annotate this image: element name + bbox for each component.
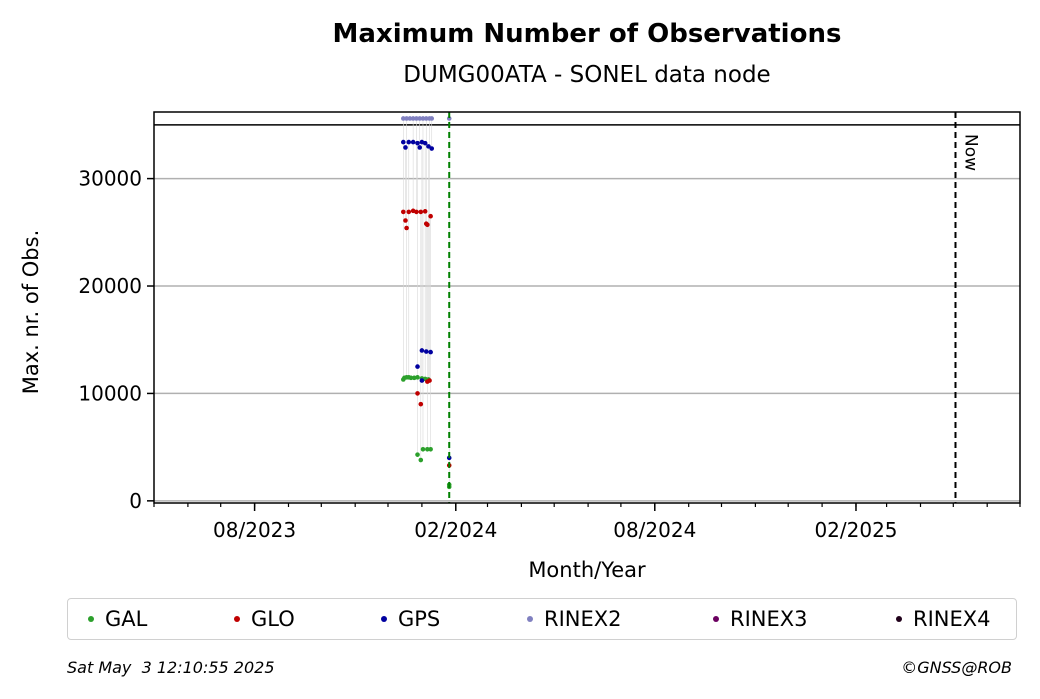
- legend-marker: [896, 616, 902, 622]
- x-tick-label: 02/2025: [814, 518, 897, 542]
- y-tick-label: 20000: [78, 274, 142, 298]
- point-rinex2: [417, 116, 423, 121]
- chart-title: Maximum Number of Observations: [333, 19, 842, 49]
- x-tick-label: 08/2023: [213, 518, 296, 542]
- point-glo: [406, 209, 412, 215]
- footer-timestamp: Sat May 3 12:10:55 2025: [67, 658, 275, 677]
- point-gps: [403, 145, 408, 150]
- point-glo: [418, 401, 424, 407]
- point-gps: [429, 146, 435, 151]
- legend-item-gps: GPS: [381, 599, 440, 639]
- point-glo: [404, 225, 409, 231]
- point-rinex2: [404, 116, 409, 121]
- connector-lines: [403, 118, 450, 487]
- point-gps: [419, 378, 425, 383]
- legend-marker: [527, 616, 533, 622]
- legend-item-rinex4: RINEX4: [896, 599, 991, 639]
- point-gal: [428, 446, 433, 452]
- x-tick-label: 02/2024: [414, 518, 497, 542]
- point-glo: [401, 209, 406, 215]
- point-rinex2: [407, 116, 413, 121]
- point-glo: [422, 209, 428, 214]
- legend-label: RINEX3: [730, 607, 808, 631]
- date-markers: Now: [448, 112, 980, 503]
- point-gps: [419, 348, 425, 353]
- footer-credit: ©GNSS@ROB: [901, 658, 1012, 677]
- point-rinex2: [414, 116, 419, 121]
- point-gal: [415, 452, 420, 457]
- point-gps: [406, 139, 412, 145]
- x-axis-ticks: 08/2023 02/2024 08/2024 02/2025: [153, 503, 1021, 542]
- point-gps: [415, 140, 420, 146]
- point-gps: [426, 144, 431, 149]
- point-gal: [408, 375, 414, 381]
- plot-frame: [153, 111, 1021, 504]
- legend-label: GLO: [251, 607, 295, 631]
- point-gal: [418, 457, 424, 463]
- legend-item-rinex2: RINEX2: [527, 599, 622, 639]
- y-axis-ticks: 0 10000 20000 30000: [78, 167, 154, 513]
- point-rinex2: [401, 116, 406, 121]
- point-glo: [418, 209, 424, 215]
- point-gps: [428, 349, 433, 355]
- point-gps: [423, 349, 429, 354]
- point-gps: [422, 140, 428, 146]
- date-marker-label: Now: [960, 134, 980, 171]
- point-glo: [414, 209, 419, 215]
- point-glo: [415, 391, 420, 396]
- chart-subtitle: DUMG00ATA - SONEL data node: [403, 62, 770, 88]
- y-tick-label: 30000: [78, 167, 142, 191]
- x-tick-label: 08/2024: [613, 518, 696, 542]
- legend-label: GPS: [398, 607, 441, 631]
- point-rinex2: [429, 116, 435, 121]
- legend-item-rinex3: RINEX3: [713, 599, 808, 639]
- point-gal: [415, 375, 420, 380]
- y-tick-label: 10000: [78, 381, 142, 405]
- point-glo: [403, 218, 408, 223]
- legend: GAL GLO GPS RINEX2 RINEX3 RINEX4: [67, 598, 1017, 640]
- y-axis-label: Max. nr. of Obs.: [19, 230, 43, 395]
- legend-marker: [234, 616, 240, 622]
- legend-item-gal: GAL: [88, 599, 147, 639]
- data-points: [401, 116, 452, 490]
- y-tick-label: 0: [129, 489, 142, 513]
- point-glo: [425, 222, 430, 228]
- point-gps: [410, 139, 416, 145]
- point-glo: [427, 378, 432, 383]
- point-gps: [401, 139, 406, 145]
- point-gal: [420, 446, 426, 452]
- point-glo: [428, 213, 433, 219]
- legend-label: GAL: [105, 607, 148, 631]
- point-rinex2: [423, 116, 429, 121]
- point-rinex2: [410, 116, 416, 121]
- x-axis-label: Month/Year: [528, 558, 646, 582]
- point-gal: [425, 446, 430, 452]
- legend-label: RINEX2: [544, 607, 622, 631]
- legend-marker: [713, 616, 719, 622]
- point-rinex2: [446, 116, 452, 121]
- point-rinex2: [420, 116, 426, 121]
- point-gps: [415, 364, 420, 369]
- legend-marker: [381, 616, 387, 622]
- legend-label: RINEX4: [913, 607, 991, 631]
- legend-marker: [88, 616, 94, 622]
- legend-item-glo: GLO: [234, 599, 295, 639]
- point-gps: [417, 145, 423, 150]
- grid-lines: [154, 177, 1020, 502]
